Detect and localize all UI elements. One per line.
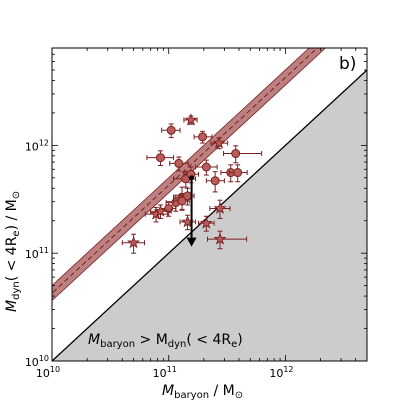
axis-ticks: 1010 1011 1012 1010 1011 1012 [25, 47, 368, 380]
star-point [207, 230, 248, 250]
star-point [121, 233, 145, 254]
star-marker [199, 216, 213, 229]
star-marker [154, 204, 167, 217]
circle-point [173, 193, 190, 210]
x-tick-label: 1010 [36, 365, 60, 380]
star-point [183, 113, 198, 126]
plot-frame [51, 47, 368, 362]
star-point [150, 204, 172, 219]
circle-point [146, 150, 175, 167]
excluded-region-annotation: Mbaryon > Mdyn( < 4Re) [88, 332, 243, 350]
circle-point [169, 156, 189, 172]
circle-point [161, 123, 181, 139]
circle-marker [198, 132, 208, 142]
star-marker [213, 201, 227, 214]
circle-point [205, 171, 225, 193]
data-points [121, 113, 263, 254]
circle-marker [201, 162, 211, 172]
circle-marker [177, 196, 187, 206]
star-marker [184, 113, 198, 126]
star-marker [213, 232, 227, 245]
circle-marker [174, 158, 184, 168]
fit-band-edge-upper [52, 48, 310, 287]
upper-limit-marker [189, 175, 195, 181]
star-marker [212, 136, 226, 149]
x-tick-label: 1011 [153, 365, 177, 380]
circle-marker [231, 149, 241, 159]
circle-marker [233, 168, 243, 178]
circle-point [195, 159, 218, 176]
one-to-one-line [52, 69, 367, 361]
x-tick-label: 1012 [269, 365, 293, 380]
upper-limit-arrowhead [186, 237, 197, 247]
star-marker [127, 235, 141, 249]
y-axis-label: Mdyn( < 4Re) / M⊙ [4, 191, 22, 312]
star-point [209, 199, 231, 219]
y-tick-label: 1011 [25, 246, 49, 261]
circle-marker [166, 125, 176, 135]
circle-marker [210, 176, 220, 186]
circle-marker [183, 191, 193, 201]
x-axis-label: Mbaryon / M⊙ [162, 383, 243, 401]
star-point [179, 214, 197, 231]
circle-point [228, 164, 248, 183]
y-tick-label: 1010 [25, 354, 49, 369]
star-point [198, 215, 215, 232]
circle-point [193, 130, 213, 144]
upper-limit [186, 175, 197, 247]
circle-point [223, 145, 263, 164]
panel-label: b) [339, 54, 356, 74]
y-tick-label: 1012 [25, 138, 49, 153]
circle-marker [155, 153, 165, 163]
star-point [210, 136, 229, 150]
